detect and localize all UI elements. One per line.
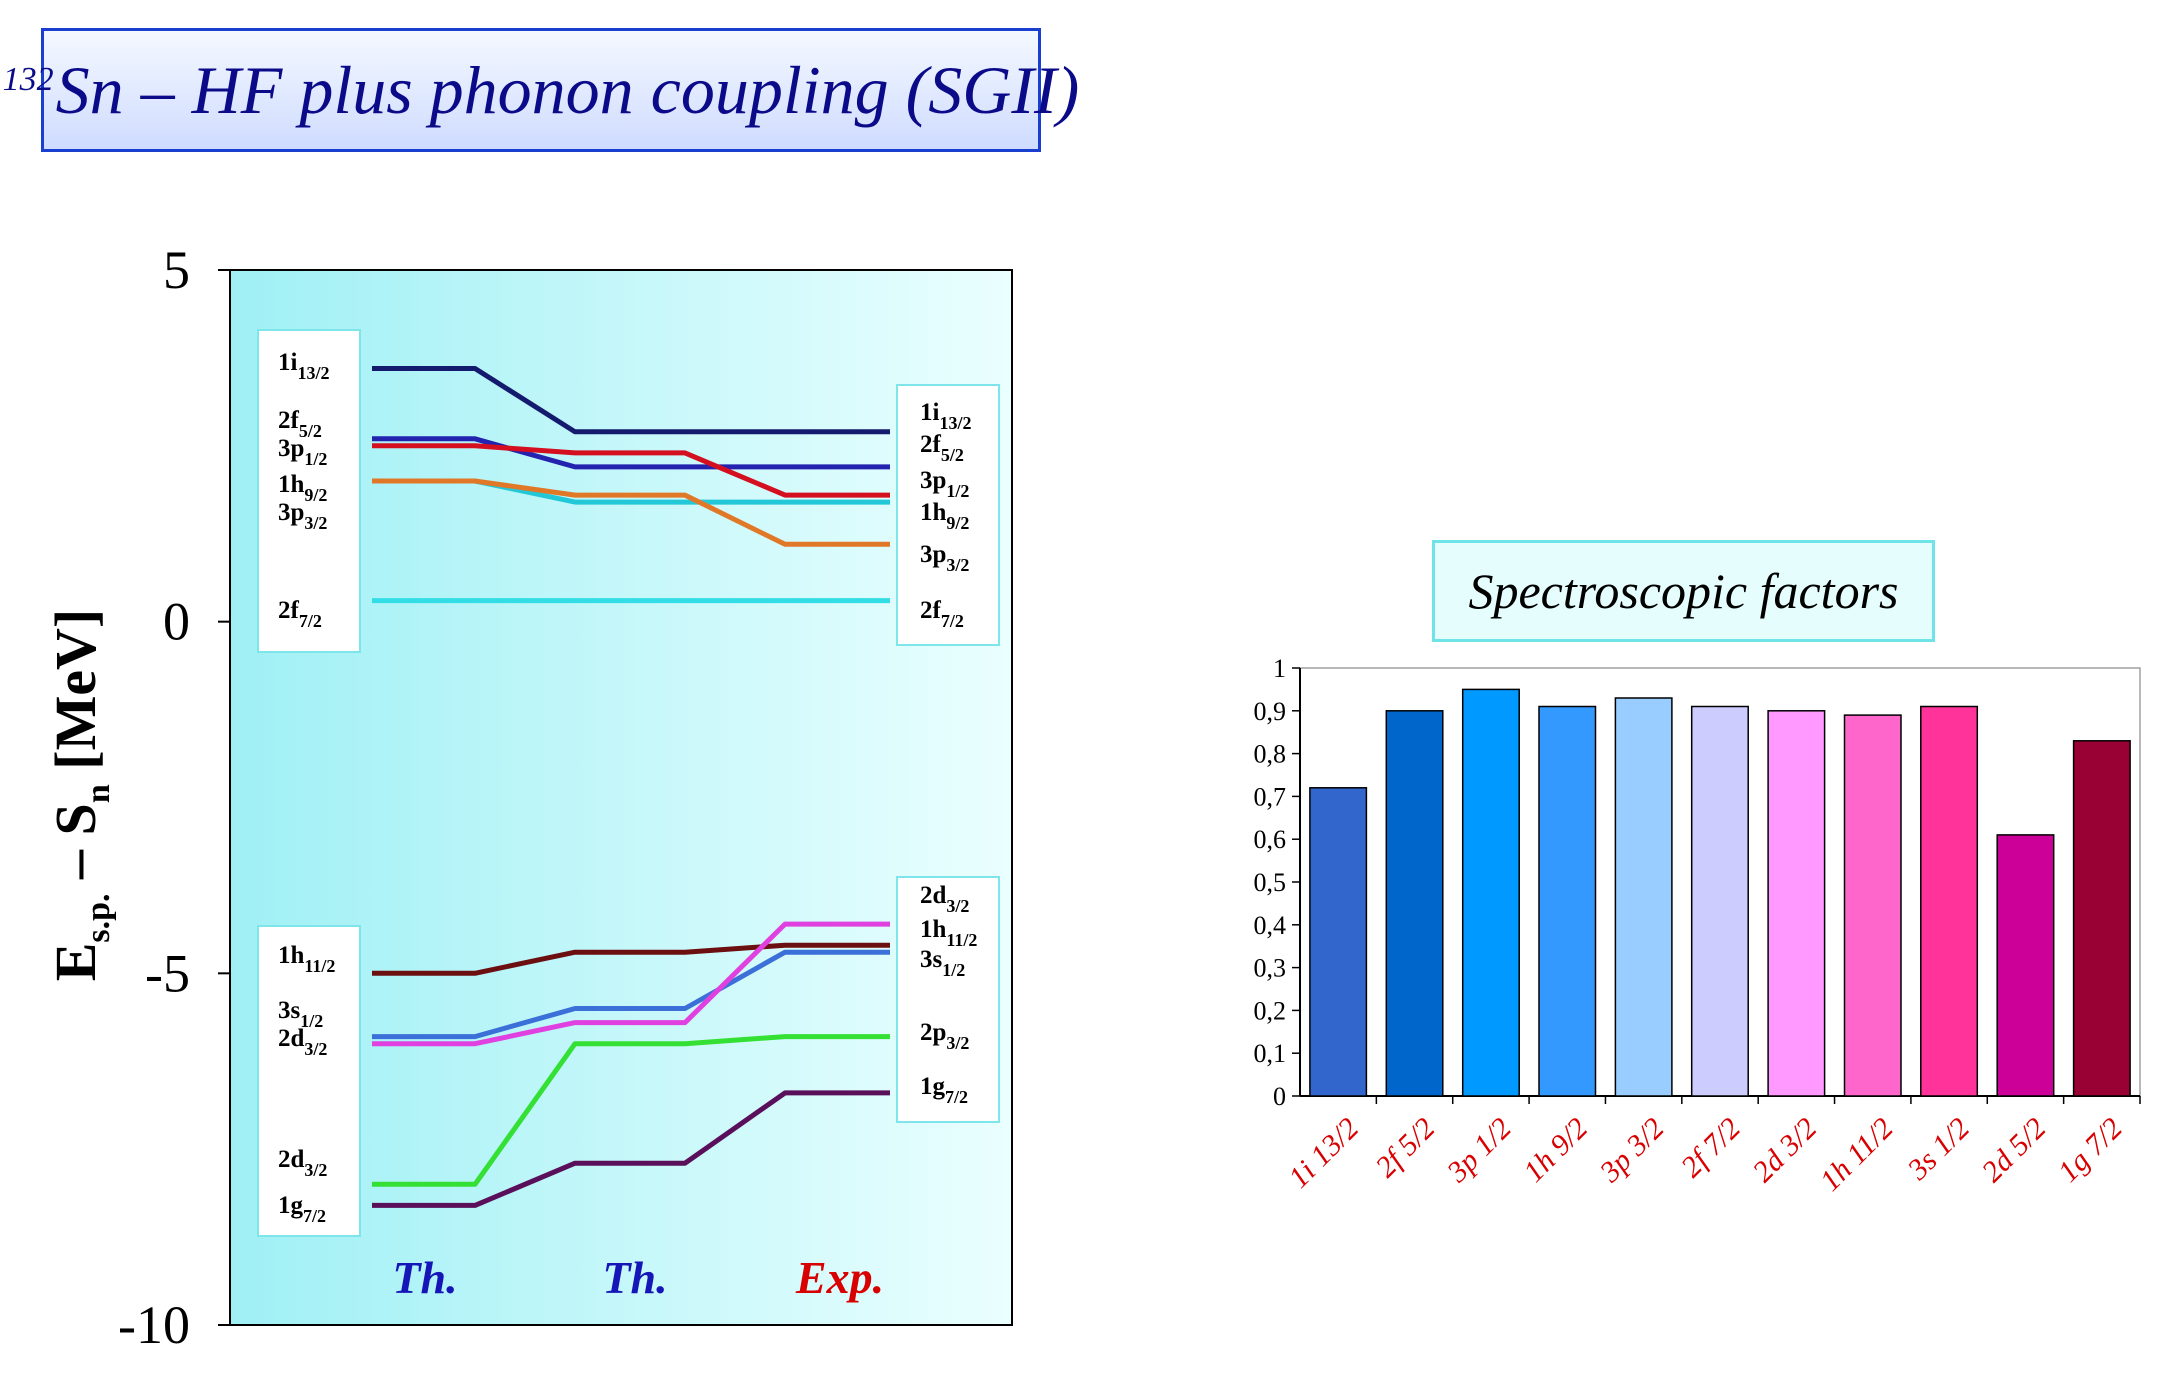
y-tick-label: 0	[1273, 1082, 1286, 1111]
left-level-label: 3p3/2	[278, 499, 327, 533]
x-tick-label: 1g 7/2	[2052, 1112, 2129, 1189]
x-tick-label: 1h 11/2	[1814, 1112, 1900, 1198]
right-label-box-lower	[896, 876, 1000, 1123]
right-level-label: 2f5/2	[920, 431, 964, 465]
x-tick-label: 1h 9/2	[1517, 1112, 1594, 1189]
bar	[1843, 714, 1902, 1097]
mass-number: 132	[2, 61, 54, 98]
right-label-box-upper	[896, 384, 1000, 646]
right-level-label: 1i13/2	[920, 399, 971, 433]
right-level-label: 1h9/2	[920, 499, 969, 533]
level-line-7	[372, 949, 890, 1040]
bar	[1538, 705, 1597, 1097]
y-tick-label: 0,2	[1254, 996, 1287, 1025]
level-line-1	[372, 436, 890, 470]
level-line-6	[372, 942, 890, 976]
right-level-label: 3p1/2	[920, 467, 969, 501]
y-tick-label: 0,9	[1254, 697, 1287, 726]
x-tick-label: 3p 1/2	[1440, 1112, 1518, 1190]
left-level-label: 2f7/2	[278, 597, 322, 631]
bar	[2072, 740, 2131, 1097]
x-tick-label: 3p 3/2	[1593, 1112, 1671, 1190]
left-level-label: 1h9/2	[278, 471, 327, 505]
bar	[1690, 705, 1749, 1097]
y-tick-label: 0,7	[1254, 782, 1287, 811]
level-line-9	[372, 1034, 890, 1187]
y-tick-label: 0,3	[1254, 954, 1287, 983]
column-label: Exp.	[795, 1252, 884, 1303]
level-line-4	[372, 478, 890, 547]
y-tick-label: 0,1	[1254, 1039, 1287, 1068]
right-level-label: 1g7/2	[920, 1073, 968, 1107]
left-label-box-upper	[257, 329, 361, 653]
left-level-label: 1i13/2	[278, 349, 329, 383]
x-tick-label: 2d 3/2	[1746, 1112, 1823, 1189]
y-tick-label: 1	[1273, 654, 1286, 683]
bar	[1385, 710, 1444, 1097]
y-axis-label: Es.p. – Sn [MeV]	[43, 609, 117, 982]
left-level-label: 2d3/2	[278, 1146, 327, 1180]
bar	[1996, 834, 2055, 1097]
level-line-10	[372, 1090, 890, 1208]
x-tick-label: 2f 7/2	[1675, 1112, 1747, 1184]
level-line-8	[372, 921, 890, 1047]
left-level-label: 1h11/2	[278, 942, 335, 976]
y-tick-label: 0,8	[1254, 740, 1287, 769]
y-tick-label: -10	[118, 1295, 190, 1355]
x-tick-label: 1i 13/2	[1282, 1112, 1365, 1195]
title-text: Sn – HF plus phonon coupling (SGII)	[55, 51, 1080, 128]
y-tick-label: 0,4	[1254, 911, 1287, 940]
x-tick-label: 2d 5/2	[1975, 1112, 2052, 1189]
bar	[1920, 705, 1979, 1097]
y-tick-label: 0,6	[1254, 825, 1287, 854]
right-level-label: 1h11/2	[920, 916, 977, 950]
level-line-0	[372, 366, 890, 435]
bar	[1461, 688, 1520, 1097]
right-level-label: 3p3/2	[920, 541, 969, 575]
left-label-box-lower	[257, 925, 361, 1237]
column-label: Th.	[392, 1252, 457, 1303]
left-level-label: 1g7/2	[278, 1192, 326, 1226]
bar	[1614, 697, 1673, 1097]
left-level-label: 2f5/2	[278, 407, 322, 441]
x-tick-label: 2f 5/2	[1369, 1112, 1441, 1184]
right-level-label: 2p3/2	[920, 1019, 969, 1053]
y-tick-label: 0	[163, 592, 190, 652]
right-level-label: 2f7/2	[920, 597, 964, 631]
y-tick-label: 0,5	[1254, 868, 1287, 897]
right-level-label: 2d3/2	[920, 882, 969, 916]
bar	[1767, 710, 1826, 1097]
slide-title: 132 Sn – HF plus phonon coupling (SGII)	[3, 28, 1079, 152]
left-level-label: 3s1/2	[278, 997, 323, 1031]
x-tick-label: 3s 1/2	[1901, 1112, 1976, 1187]
y-tick-label: -5	[145, 943, 190, 1003]
y-tick-label: 5	[163, 240, 190, 300]
column-label: Th.	[602, 1252, 667, 1303]
left-level-label: 3p1/2	[278, 435, 327, 469]
left-level-label: 2d3/2	[278, 1025, 327, 1059]
level-line-2	[372, 443, 890, 498]
right-level-label: 3s1/2	[920, 946, 965, 980]
bar	[1309, 787, 1368, 1097]
spectroscopic-factors-title: Spectroscopic factors	[1432, 540, 1935, 642]
